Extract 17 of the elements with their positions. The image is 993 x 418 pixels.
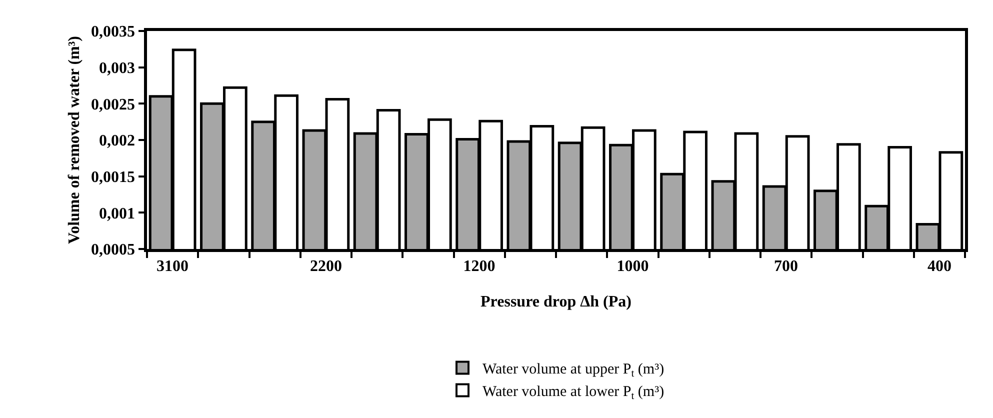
y-tick-label: 0,001 xyxy=(99,205,136,222)
x-axis-title: Pressure drop Δh (Pa) xyxy=(480,294,632,311)
x-tick-label: 700 xyxy=(774,258,798,275)
y-tick-label: 0,0025 xyxy=(91,96,136,114)
legend-label: Water volume at upper P$_{t}$ (m³) xyxy=(482,362,664,380)
x-tick-label: 400 xyxy=(927,258,952,275)
x-tick-label: 2200 xyxy=(310,258,342,275)
y-tick-label: 0,002 xyxy=(99,132,136,150)
x-tick-label: 1000 xyxy=(616,258,649,275)
y-axis-title: Volume of removed water (m³) xyxy=(66,36,83,244)
x-tick-label: 1200 xyxy=(463,258,496,275)
y-tick-label: 0,0005 xyxy=(91,242,136,259)
y-tick-label: 0,0035 xyxy=(91,24,136,41)
x-tick-label: 3100 xyxy=(156,258,189,275)
legend-label: Water volume at lower P$_{t}$ (m³) xyxy=(482,384,664,402)
y-tick-label: 0,0015 xyxy=(91,168,136,186)
y-tick-label: 0,003 xyxy=(99,60,136,77)
